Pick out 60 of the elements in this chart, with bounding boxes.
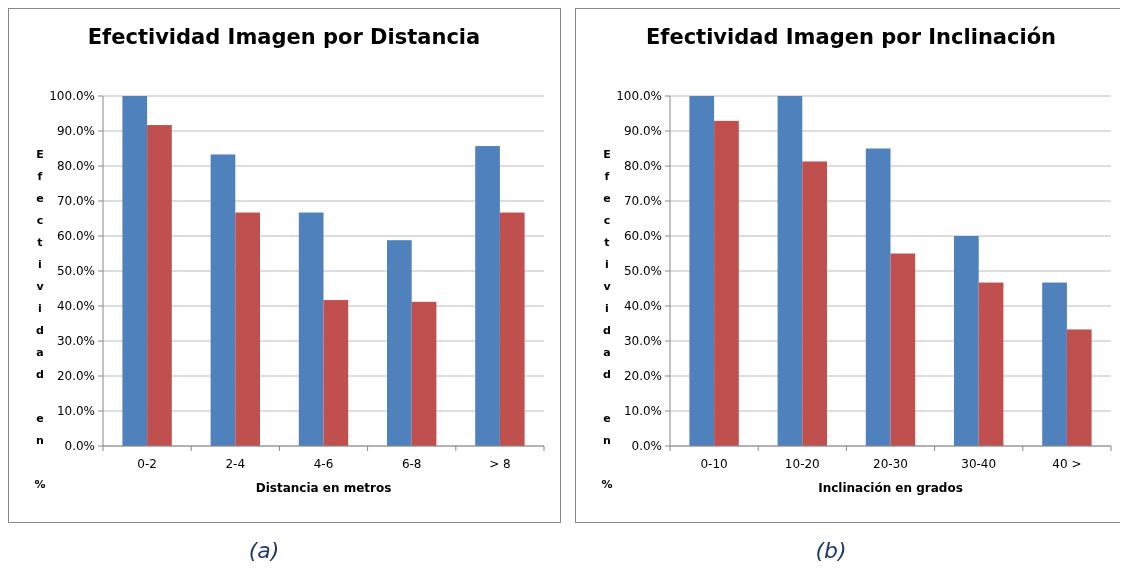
bar <box>387 240 412 446</box>
y-tick-label: 20.0% <box>56 369 95 384</box>
bar <box>802 161 827 446</box>
x-tick-label: 10-20 <box>784 457 820 471</box>
y-tick-label: 70.0% <box>623 194 662 209</box>
x-tick-label: 0-10 <box>700 457 728 471</box>
y-tick-label: 0.0% <box>64 439 95 454</box>
y-tick-label: 40.0% <box>56 299 95 314</box>
bar <box>499 212 525 446</box>
x-tick-label: 0-2 <box>137 457 157 471</box>
bar <box>1042 282 1067 446</box>
y-tick-label: 100.0% <box>616 89 662 104</box>
x-tick-label: 6-8 <box>401 457 422 471</box>
x-tick-label: 20-30 <box>873 457 908 471</box>
y-tick-label: 80.0% <box>623 159 662 174</box>
bar <box>147 125 172 446</box>
bar <box>411 301 437 446</box>
chart-title: Efectividad Imagen por Distancia <box>87 25 481 49</box>
bar <box>210 154 236 446</box>
bar <box>298 212 324 446</box>
y-tick-label: 30.0% <box>56 334 95 349</box>
y-tick-label: 80.0% <box>56 159 95 174</box>
y-tick-label: 90.0% <box>56 124 95 139</box>
y-tick-label: 60.0% <box>623 229 662 244</box>
x-tick-label: > 8 <box>489 457 511 471</box>
bar <box>954 236 979 446</box>
y-tick-label: 40.0% <box>623 299 662 314</box>
y-tick-label: 70.0% <box>56 194 95 209</box>
bar <box>689 96 715 446</box>
y-axis-title: Efectividad en % <box>33 148 47 500</box>
chart-title: Efectividad Imagen por Inclinación <box>645 25 1057 49</box>
x-axis-title: Inclinación en grados <box>818 481 963 495</box>
y-tick-label: 20.0% <box>623 369 662 384</box>
bar <box>475 146 500 446</box>
bar <box>714 120 739 446</box>
y-tick-label: 30.0% <box>623 334 662 349</box>
bar <box>978 282 1004 446</box>
y-tick-label: 10.0% <box>623 404 662 419</box>
bar <box>1066 329 1092 446</box>
text: (a) <box>248 538 280 563</box>
bar <box>323 300 349 446</box>
y-axis-title: Efectividad en % <box>600 148 614 500</box>
y-tick-label: 50.0% <box>623 264 662 279</box>
y-tick-label: 60.0% <box>56 229 95 244</box>
x-tick-label: 2-4 <box>225 457 246 471</box>
x-tick-label: 4-6 <box>313 457 334 471</box>
x-axis-title: Distancia en metros <box>255 481 392 495</box>
bar <box>890 253 916 446</box>
y-tick-label: 90.0% <box>623 124 662 139</box>
text: (b) <box>815 538 847 563</box>
x-tick-label: 30-40 <box>961 457 997 471</box>
y-tick-label: 100.0% <box>49 89 95 104</box>
bar <box>122 96 148 446</box>
y-tick-label: 50.0% <box>56 264 95 279</box>
x-tick-label: 40 > <box>1052 457 1082 471</box>
y-tick-label: 10.0% <box>56 404 95 419</box>
y-tick-label: 0.0% <box>631 439 662 454</box>
bar <box>235 212 260 446</box>
bar <box>777 96 803 446</box>
bar <box>865 148 891 446</box>
